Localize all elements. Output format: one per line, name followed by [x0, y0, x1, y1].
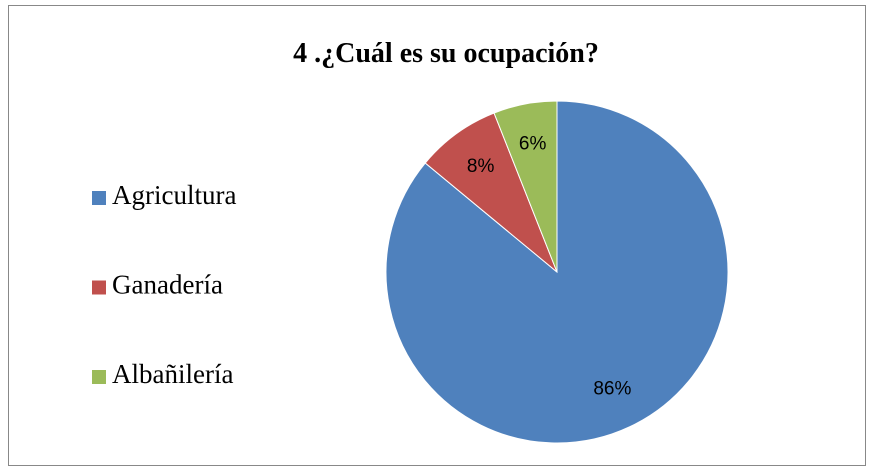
pie-slice: [385, 100, 729, 444]
legend-swatch: [92, 191, 106, 205]
legend-label: Albañilería: [112, 359, 233, 389]
data-label: 6%: [519, 133, 547, 154]
legend-label: Agricultura: [112, 180, 236, 210]
data-label: 8%: [467, 156, 495, 177]
legend-swatch: [92, 370, 106, 384]
legend-swatch: [92, 280, 106, 295]
pie-slice: [493, 100, 558, 273]
data-label: 86%: [593, 379, 631, 400]
legend-label: Ganadería: [112, 270, 223, 300]
chart-title: 4 .¿Cuál es su ocupación?: [293, 38, 599, 69]
